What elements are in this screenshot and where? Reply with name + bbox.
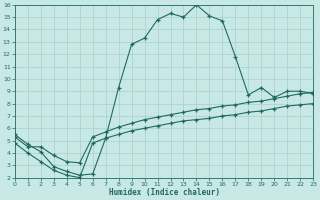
X-axis label: Humidex (Indice chaleur): Humidex (Indice chaleur) [108, 188, 220, 197]
